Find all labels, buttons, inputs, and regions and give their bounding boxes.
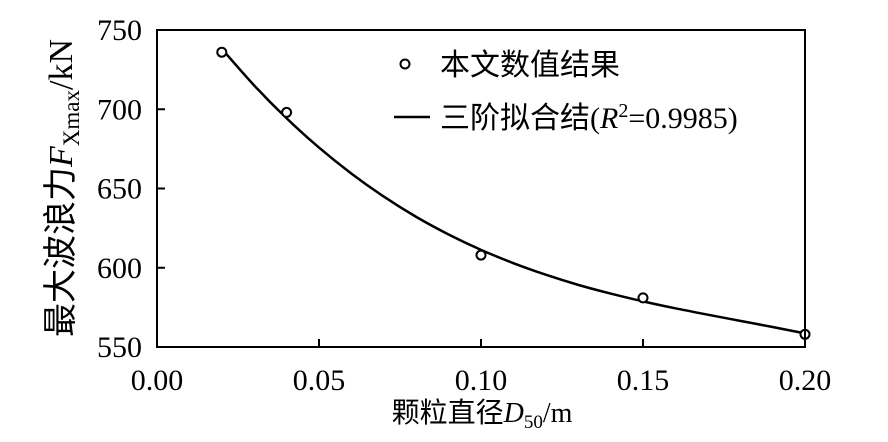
data-point-layer xyxy=(216,46,811,340)
x-axis-title-subscript: 50 xyxy=(524,412,543,433)
axis-ticks xyxy=(156,29,806,348)
fit-curve xyxy=(220,48,806,335)
x-tick-label: 0.15 xyxy=(617,364,670,397)
y-axis-title-unit: /kN xyxy=(43,39,80,90)
y-tick-label: 600 xyxy=(97,252,142,285)
x-tick-label: 0.05 xyxy=(293,364,346,397)
legend: 本文数值结果 三阶拟合结(R2=0.9985) xyxy=(394,49,738,135)
y-tick-labels: 550 600 650 700 750 xyxy=(97,14,142,364)
x-tick-label: 0.00 xyxy=(131,364,184,397)
y-tick-label: 750 xyxy=(97,14,142,47)
legend-label-numerical-results: 本文数值结果 xyxy=(440,49,620,82)
y-tick-label: 650 xyxy=(97,173,142,206)
x-axis-title-text: 颗粒直径 xyxy=(392,397,504,429)
y-tick-label: 700 xyxy=(97,93,142,126)
legend-marker-circle xyxy=(399,58,411,70)
data-point xyxy=(216,46,228,58)
data-point xyxy=(281,106,293,118)
y-axis-title-text: 最大波浪力 xyxy=(42,167,80,337)
legend-fit-prefix: 三阶拟合结( xyxy=(440,102,600,135)
legend-fit-superscript: 2 xyxy=(618,100,628,122)
y-tick-label: 550 xyxy=(97,331,142,364)
x-tick-labels: 0.00 0.05 0.10 0.15 0.20 xyxy=(131,364,832,397)
x-tick-label: 0.20 xyxy=(779,364,832,397)
legend-fit-symbol: R xyxy=(599,102,618,135)
y-axis-title-symbol: F xyxy=(43,145,80,168)
fit-curve-layer xyxy=(220,48,806,335)
data-point xyxy=(475,249,487,261)
legend-fit-suffix: =0.9985) xyxy=(628,102,737,135)
x-axis-title: 颗粒直径D50/m xyxy=(392,397,573,433)
y-axis-title: 最大波浪力FXmax/kN xyxy=(42,39,84,337)
x-axis-title-unit: /m xyxy=(543,398,573,429)
legend-label-cubic-fit: 三阶拟合结(R2=0.9985) xyxy=(440,100,738,135)
x-axis-title-symbol: D xyxy=(503,398,524,429)
x-tick-label: 0.10 xyxy=(455,364,508,397)
y-axis-title-subscript: Xmax xyxy=(59,90,84,147)
data-point xyxy=(637,292,649,304)
